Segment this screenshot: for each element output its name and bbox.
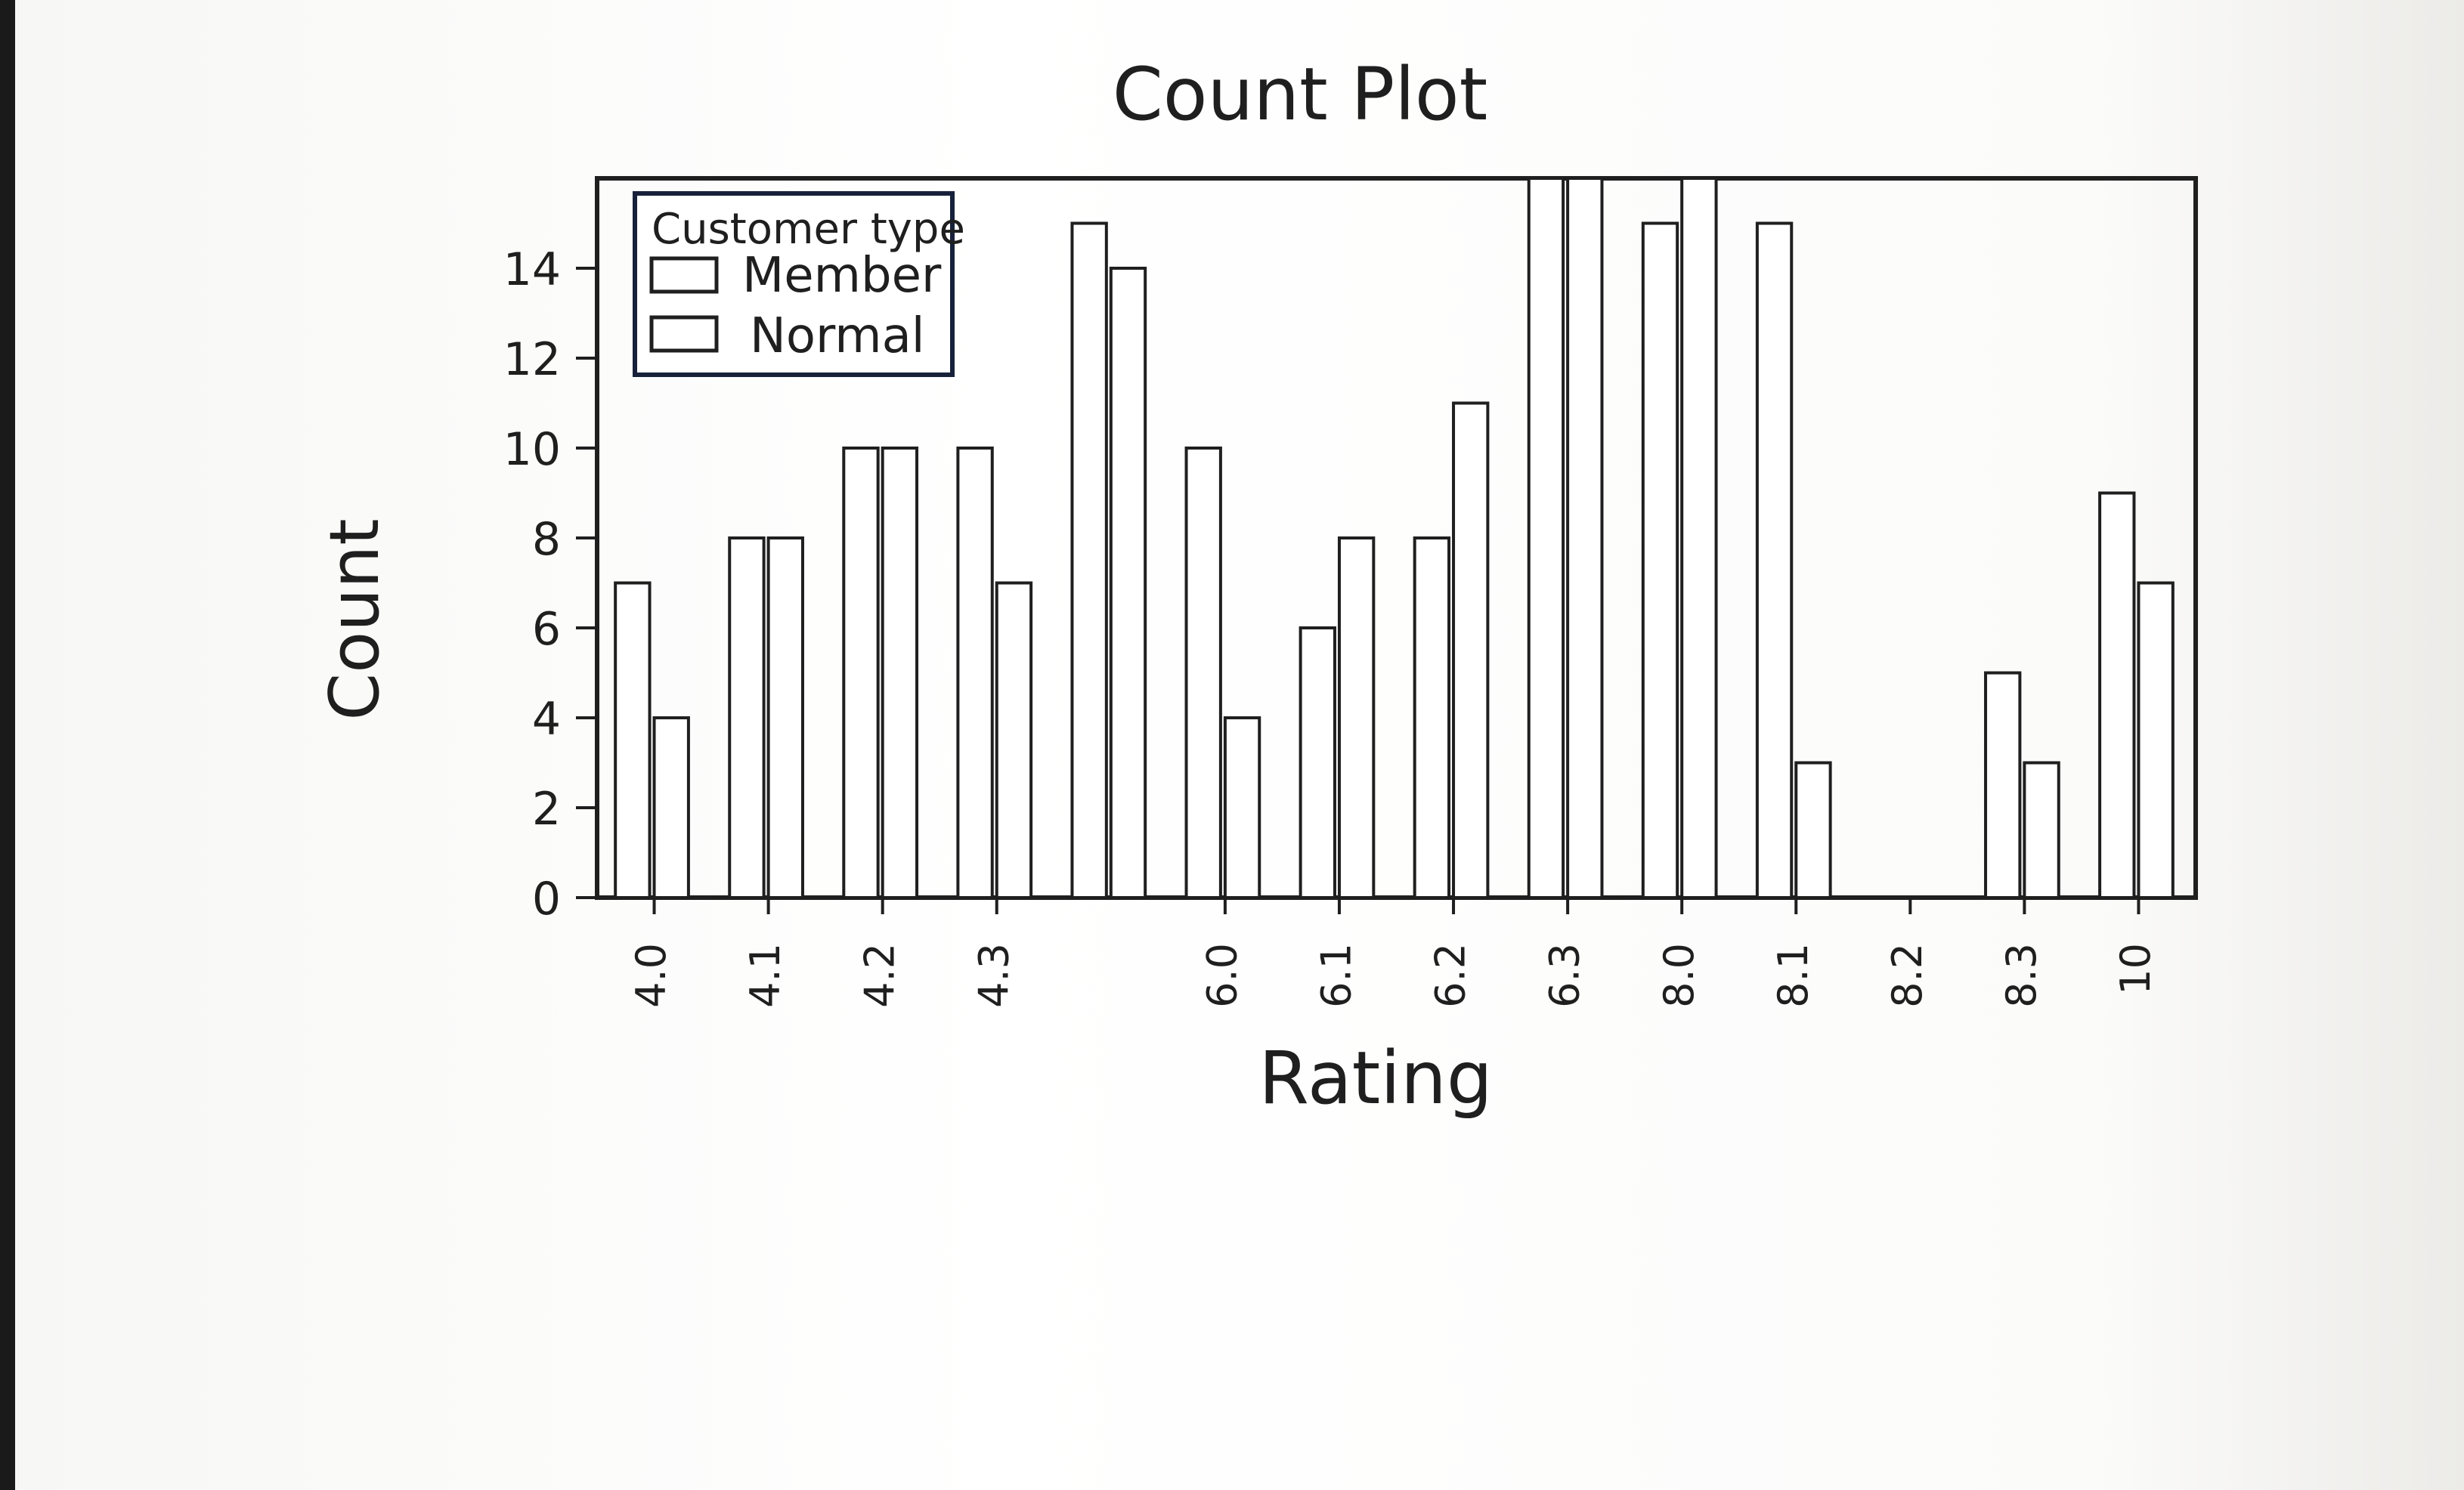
bars-group	[614, 177, 2175, 899]
x-tick-label: 6.3	[1541, 943, 1589, 1008]
bar-member	[614, 581, 652, 899]
y-tick-label: 4	[532, 693, 561, 746]
bar-member	[1299, 626, 1336, 899]
x-tick-label: 8.2	[1884, 943, 1931, 1008]
bar-member	[1184, 447, 1222, 899]
bar-member	[1413, 536, 1451, 899]
bar-normal	[766, 536, 804, 899]
bar-member	[2098, 491, 2136, 899]
bar-normal	[881, 447, 919, 899]
legend-swatch-normal	[649, 315, 719, 353]
x-tick-label: 10	[2112, 943, 2159, 995]
legend-title: Customer type	[652, 205, 965, 254]
bar-normal	[2023, 761, 2060, 899]
bar-normal	[1566, 177, 1604, 899]
bar-member	[1527, 177, 1565, 899]
y-tick-label: 12	[503, 333, 561, 386]
y-axis-label: Count	[315, 518, 395, 720]
bar-member	[1641, 221, 1679, 899]
x-tick-label: 8.0	[1655, 943, 1703, 1008]
bar-member	[1755, 221, 1794, 899]
x-tick-label: 8.3	[1998, 943, 2045, 1008]
y-tick-label: 8	[532, 513, 561, 566]
bar-member	[728, 536, 766, 899]
y-axis-ticks: 0 2 4 6 8 10 12 14	[503, 243, 597, 926]
x-tick-label: 6.2	[1427, 943, 1475, 1008]
bar-normal	[1223, 716, 1261, 899]
bar-normal	[1109, 267, 1147, 899]
bar-member	[842, 447, 880, 899]
legend-swatch-member	[649, 256, 719, 294]
x-axis-label: Rating	[1258, 1036, 1493, 1121]
x-tick-label: 4.1	[741, 943, 789, 1008]
bar-normal	[1337, 536, 1376, 899]
y-tick-label: 10	[503, 423, 561, 476]
y-tick-label: 6	[532, 603, 561, 656]
bar-normal	[995, 581, 1033, 899]
chart-title: Count Plot	[1113, 52, 1488, 137]
legend-label-member: Member	[742, 248, 942, 304]
x-tick-label: 6.0	[1199, 943, 1246, 1008]
y-tick-label: 2	[532, 783, 561, 836]
bar-normal	[1680, 177, 1718, 899]
x-axis-ticks: 4.0 4.1 4.2 4.3 6.0 6.1 6.2 6.3 8.0 8.1 8.2 8.3 10	[627, 898, 2159, 1008]
x-tick-label: 4.2	[856, 943, 903, 1008]
legend-label-normal: Normal	[750, 308, 925, 364]
x-tick-label: 8.1	[1769, 943, 1817, 1008]
y-tick-label: 0	[532, 873, 561, 926]
y-tick-label: 14	[503, 243, 561, 296]
bar-member	[1984, 671, 2022, 899]
x-tick-label: 6.1	[1313, 943, 1360, 1008]
legend: Customer type Member Normal	[633, 191, 965, 377]
bar-member	[956, 447, 994, 899]
x-tick-label: 4.0	[627, 943, 675, 1008]
bar-normal	[1794, 761, 1832, 899]
x-tick-label: 4.3	[970, 943, 1017, 1008]
bar-member	[1070, 221, 1108, 899]
bar-normal	[652, 716, 690, 899]
bar-normal	[2137, 581, 2175, 899]
bar-normal	[1452, 401, 1490, 899]
